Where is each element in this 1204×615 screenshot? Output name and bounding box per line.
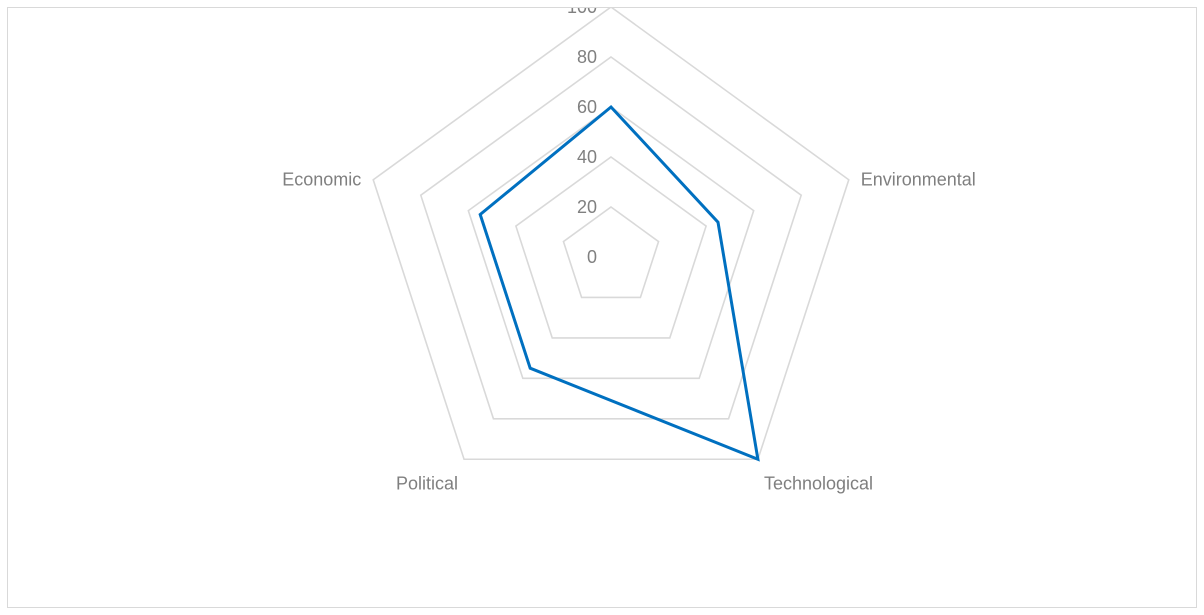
chart-area: 0 20 40 60 80 100 Social and culturalEnvironm… — [7, 7, 1197, 608]
tick-label-60: 60 — [577, 97, 597, 117]
grid-ring-40 — [514, 156, 708, 339]
tick-label-20: 20 — [577, 197, 597, 217]
series-line-0 — [478, 104, 760, 462]
grid-ring-80 — [419, 56, 803, 420]
grid-ring-20 — [562, 206, 660, 299]
category-label-environmental: Environmental — [861, 170, 976, 190]
grid-ring-100 — [372, 8, 850, 461]
category-label-technological: Technological — [764, 473, 873, 493]
tick-label-0: 0 — [587, 247, 597, 267]
category-label-economic: Economic — [282, 170, 361, 190]
tick-label-100: 100 — [567, 8, 597, 17]
grid-ring-60 — [467, 106, 755, 380]
series-layer — [478, 104, 760, 462]
tick-labels: 0 20 40 60 80 100 — [567, 8, 597, 267]
grid-layer — [372, 8, 850, 461]
tick-label-40: 40 — [577, 147, 597, 167]
category-labels: Social and culturalEnvironmentalTechnolo… — [282, 170, 976, 494]
tick-label-80: 80 — [577, 47, 597, 67]
category-label-political: Political — [396, 473, 458, 493]
radar-chart: 0 20 40 60 80 100 Social and culturalEnvironm… — [282, 8, 976, 494]
